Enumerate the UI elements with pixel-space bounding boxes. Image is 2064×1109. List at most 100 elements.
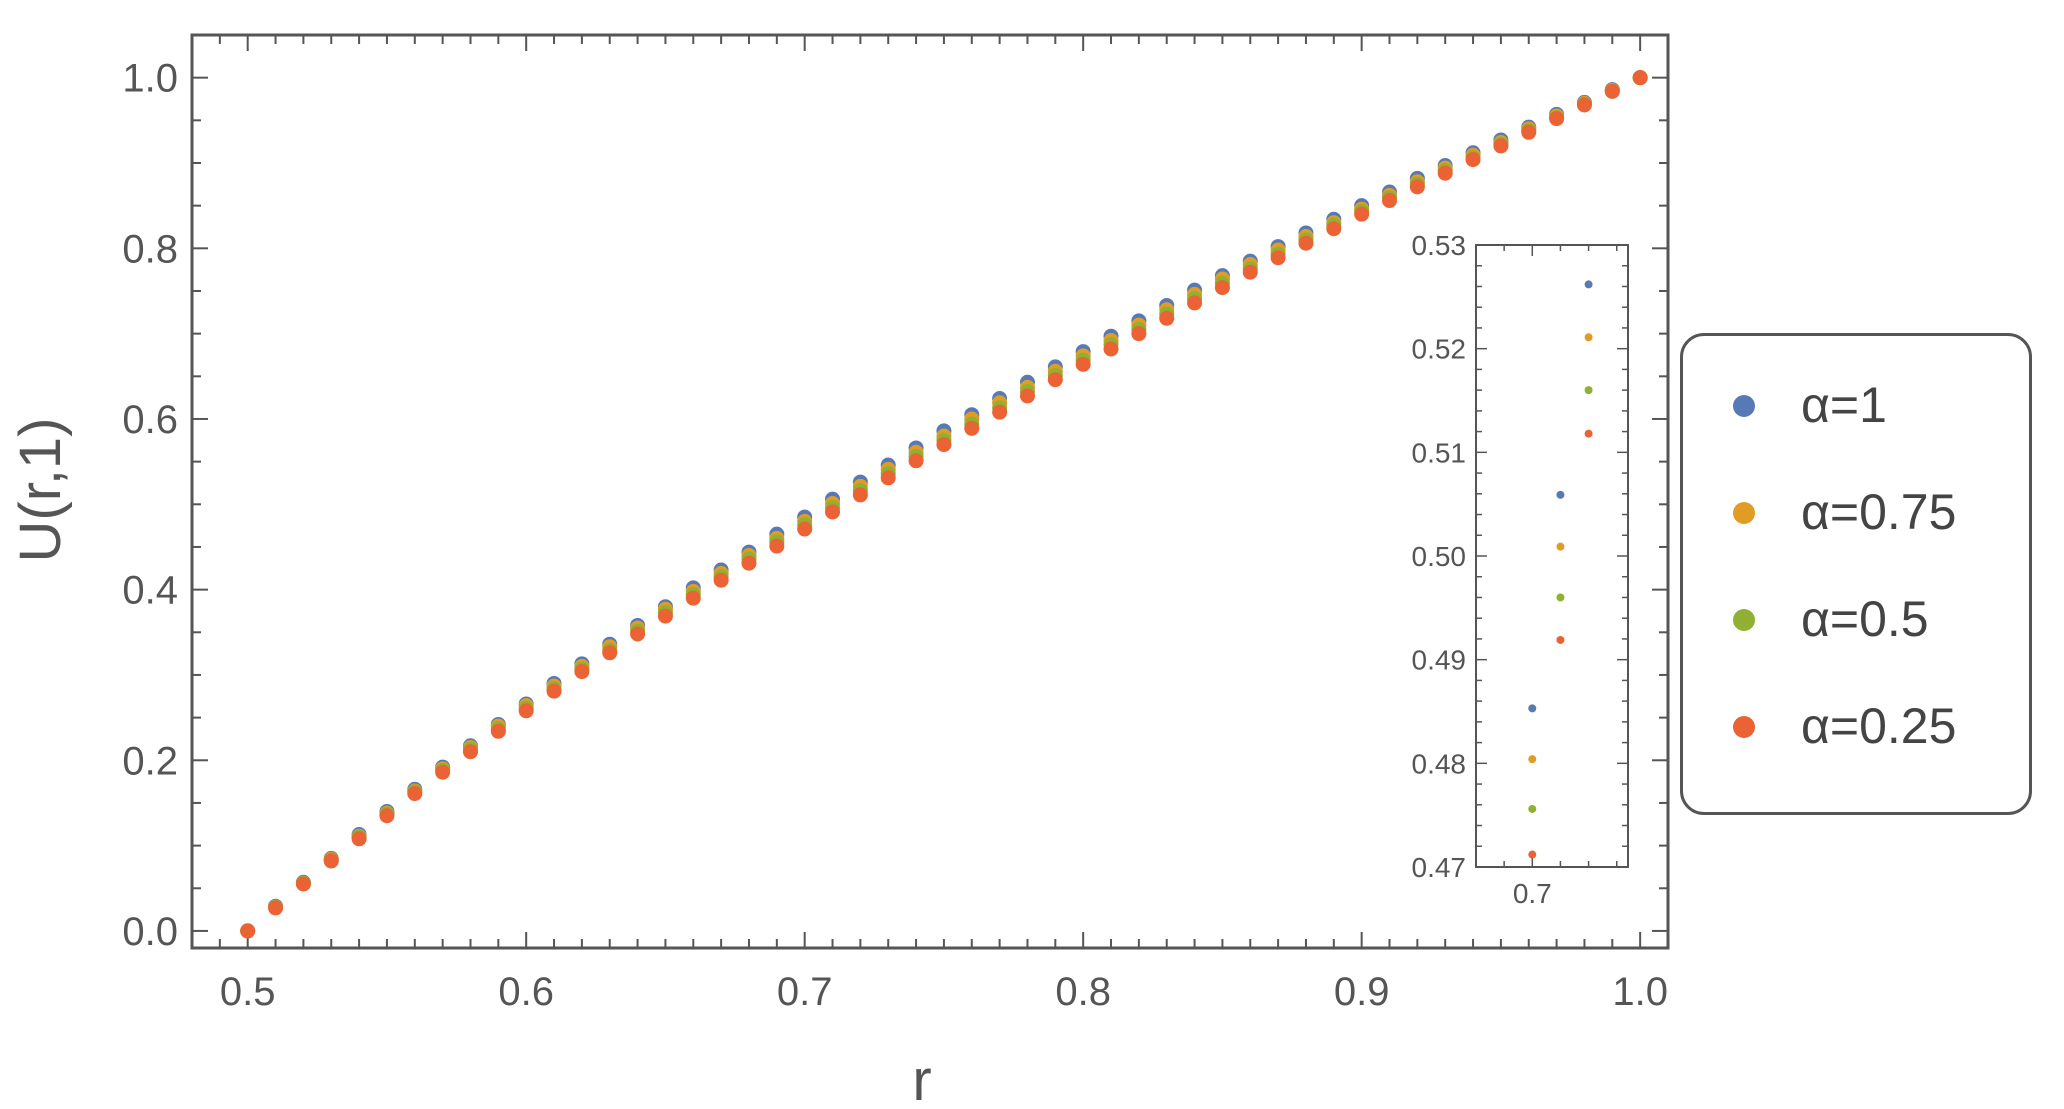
inset-y-tick-label: 0.48: [1412, 748, 1467, 779]
data-point: [825, 504, 841, 520]
legend-item-alpha-0-5: α=0.5: [1683, 580, 2029, 660]
data-point: [769, 538, 785, 554]
data-point: [295, 876, 311, 892]
data-point: [1298, 235, 1314, 251]
data-point: [379, 808, 395, 824]
x-tick-label: 0.6: [498, 970, 554, 1014]
data-point: [1437, 165, 1453, 181]
inset-y-tick-label: 0.52: [1412, 334, 1467, 365]
inset-axis-ticks: [1475, 244, 1628, 868]
main-data-points: [240, 70, 1648, 939]
legend: α=1 α=0.75 α=0.5 α=0.25: [1680, 333, 2032, 815]
inset-x-tick-label: 0.7: [1513, 878, 1552, 909]
data-point: [1075, 356, 1091, 372]
data-point: [797, 521, 813, 537]
data-point: [1521, 124, 1537, 140]
inset-y-tick-label: 0.50: [1412, 541, 1467, 572]
inset-data-point: [1584, 280, 1593, 289]
data-point: [992, 404, 1008, 420]
data-point: [880, 470, 896, 486]
data-point: [685, 590, 701, 606]
data-point: [546, 683, 562, 699]
data-point: [1632, 70, 1648, 86]
data-point: [936, 437, 952, 453]
inset-data-point: [1556, 635, 1565, 644]
x-tick-label: 0.8: [1055, 970, 1111, 1014]
data-point: [1019, 388, 1035, 404]
inset-data-point: [1556, 542, 1565, 551]
data-point: [1131, 326, 1147, 342]
x-tick-label: 1.0: [1612, 970, 1668, 1014]
series-3: [240, 70, 1648, 939]
series-2: [240, 70, 1648, 939]
inset-y-tick-label: 0.51: [1412, 437, 1467, 468]
inset-data-point: [1528, 804, 1537, 813]
series-4: [240, 70, 1648, 939]
data-point: [602, 645, 618, 661]
inset-data-point: [1528, 704, 1537, 713]
inset-tick-labels: 0.7 0.47 0.48 0.49 0.50 0.51 0.52 0.53: [1412, 230, 1552, 909]
data-point: [630, 626, 646, 642]
data-point: [1354, 206, 1370, 222]
legend-label: α=1: [1801, 377, 1887, 433]
x-axis-label: r: [912, 1048, 931, 1109]
y-axis-label: U(r,1): [8, 418, 73, 563]
y-tick-label: 0.2: [122, 739, 178, 783]
series-1: [240, 70, 1648, 939]
data-point: [518, 703, 534, 719]
y-tick-label: 0.0: [122, 910, 178, 954]
data-point: [1409, 179, 1425, 195]
data-point: [1382, 193, 1398, 209]
data-point: [574, 664, 590, 680]
data-point: [351, 831, 367, 847]
legend-item-alpha-1: α=1: [1683, 366, 2029, 446]
data-point: [657, 608, 673, 624]
y-tick-label: 0.8: [122, 227, 178, 271]
inset-data-point: [1556, 593, 1565, 602]
inset-data-point: [1528, 850, 1537, 859]
data-point: [240, 923, 256, 939]
data-point: [741, 555, 757, 571]
data-point: [713, 572, 729, 588]
inset-series-2: [1528, 333, 1593, 764]
data-point: [1549, 111, 1565, 127]
legend-label: α=0.25: [1801, 698, 1957, 754]
inset-plot: 0.7 0.47 0.48 0.49 0.50 0.51 0.52 0.53: [1412, 230, 1642, 909]
data-point: [852, 487, 868, 503]
x-tick-label: 0.5: [220, 970, 276, 1014]
legend-marker: [1733, 395, 1755, 417]
data-point: [268, 900, 284, 916]
data-point: [1576, 97, 1592, 113]
inset-data-points: [1528, 280, 1593, 859]
legend-item-alpha-0-75: α=0.75: [1683, 473, 2029, 553]
inset-data-point: [1584, 386, 1593, 395]
main-plot-frame: [190, 33, 1670, 950]
data-point: [1270, 250, 1286, 266]
legend-item-alpha-0-25: α=0.25: [1683, 687, 2029, 767]
data-point: [462, 744, 478, 760]
data-point: [490, 723, 506, 739]
inset-y-tick-label: 0.47: [1412, 852, 1467, 883]
data-point: [1465, 152, 1481, 168]
legend-label: α=0.5: [1801, 591, 1929, 647]
inset-series-3: [1528, 386, 1593, 813]
inset-data-point: [1584, 333, 1593, 342]
y-tick-label: 1.0: [122, 57, 178, 101]
y-tick-label: 0.6: [122, 398, 178, 442]
legend-marker: [1733, 716, 1755, 738]
data-point: [1103, 341, 1119, 357]
data-point: [1493, 138, 1509, 154]
legend-marker: [1733, 502, 1755, 524]
main-axis-ticks: [191, 34, 1669, 948]
x-tick-label: 0.9: [1334, 970, 1390, 1014]
y-tick-label: 0.4: [122, 569, 178, 613]
data-point: [1159, 310, 1175, 326]
data-point: [908, 453, 924, 469]
legend-label: α=0.75: [1801, 484, 1957, 540]
data-point: [1187, 295, 1203, 311]
data-point: [1047, 372, 1063, 388]
inset-data-point: [1528, 755, 1537, 764]
data-point: [1604, 83, 1620, 99]
plot-border: [190, 33, 1670, 950]
